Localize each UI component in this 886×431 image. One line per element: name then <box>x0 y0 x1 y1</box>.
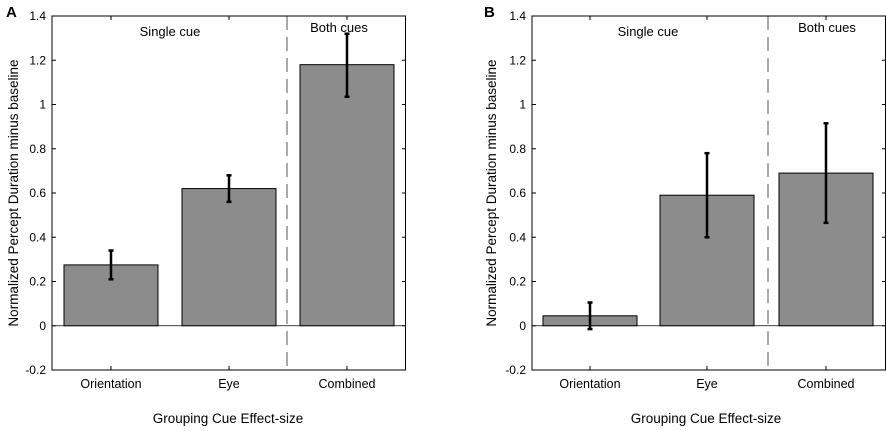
y-tick-label: -0.2 <box>505 363 526 377</box>
bar-combined <box>299 64 395 327</box>
y-tick-label: 0.2 <box>509 275 526 289</box>
panel-label: B <box>484 4 495 21</box>
y-tick-label: 0.6 <box>509 186 526 200</box>
x-axis-label: Grouping Cue Effect-size <box>631 411 782 426</box>
y-tick-label: 1.4 <box>509 9 526 23</box>
y-tick-label: 1 <box>39 98 46 112</box>
y-axis-label: Normalized Percept Duration minus baseli… <box>484 59 499 326</box>
bar-eye <box>181 188 277 327</box>
y-tick-label: 1 <box>519 98 526 112</box>
panel-label: A <box>6 4 17 21</box>
y-tick-label: 0.8 <box>29 142 46 156</box>
y-tick-label: 0.6 <box>29 186 46 200</box>
annotation-single-cue: Single cue <box>618 24 679 39</box>
y-tick-label: 1.2 <box>509 53 526 67</box>
x-tick-label: Combined <box>798 377 855 391</box>
x-tick-label: Eye <box>696 377 718 391</box>
x-axis-label: Grouping Cue Effect-size <box>153 411 304 426</box>
x-tick-label: Orientation <box>559 377 620 391</box>
y-tick-label: 0 <box>519 319 526 333</box>
y-tick-label: 0 <box>39 319 46 333</box>
y-tick-label: 1.4 <box>29 9 46 23</box>
x-tick-label: Eye <box>218 377 240 391</box>
x-tick-label: Orientation <box>80 377 141 391</box>
plot-frame <box>51 15 406 371</box>
y-axis-label: Normalized Percept Duration minus baseli… <box>6 59 21 326</box>
y-tick-label: 0.8 <box>509 142 526 156</box>
y-tick-label: 0.2 <box>29 275 46 289</box>
y-tick-label: 1.2 <box>29 53 46 67</box>
annotation-both-cues: Both cues <box>798 20 856 35</box>
chart-panel-a: A Orientation Eye Combined -0.2 0 0.2 0.4 0.6 0.8… <box>6 4 406 426</box>
annotation-both-cues: Both cues <box>310 20 368 35</box>
y-tick-label: 0.4 <box>509 230 526 244</box>
y-tick-label: 0.4 <box>29 230 46 244</box>
y-tick-label: -0.2 <box>25 363 46 377</box>
annotation-single-cue: Single cue <box>140 24 201 39</box>
x-tick-label: Combined <box>319 377 376 391</box>
chart-panel-b: B Orientation Eye Combined -0.2 0 0.2 0.4 0.6 0.8… <box>484 4 886 426</box>
